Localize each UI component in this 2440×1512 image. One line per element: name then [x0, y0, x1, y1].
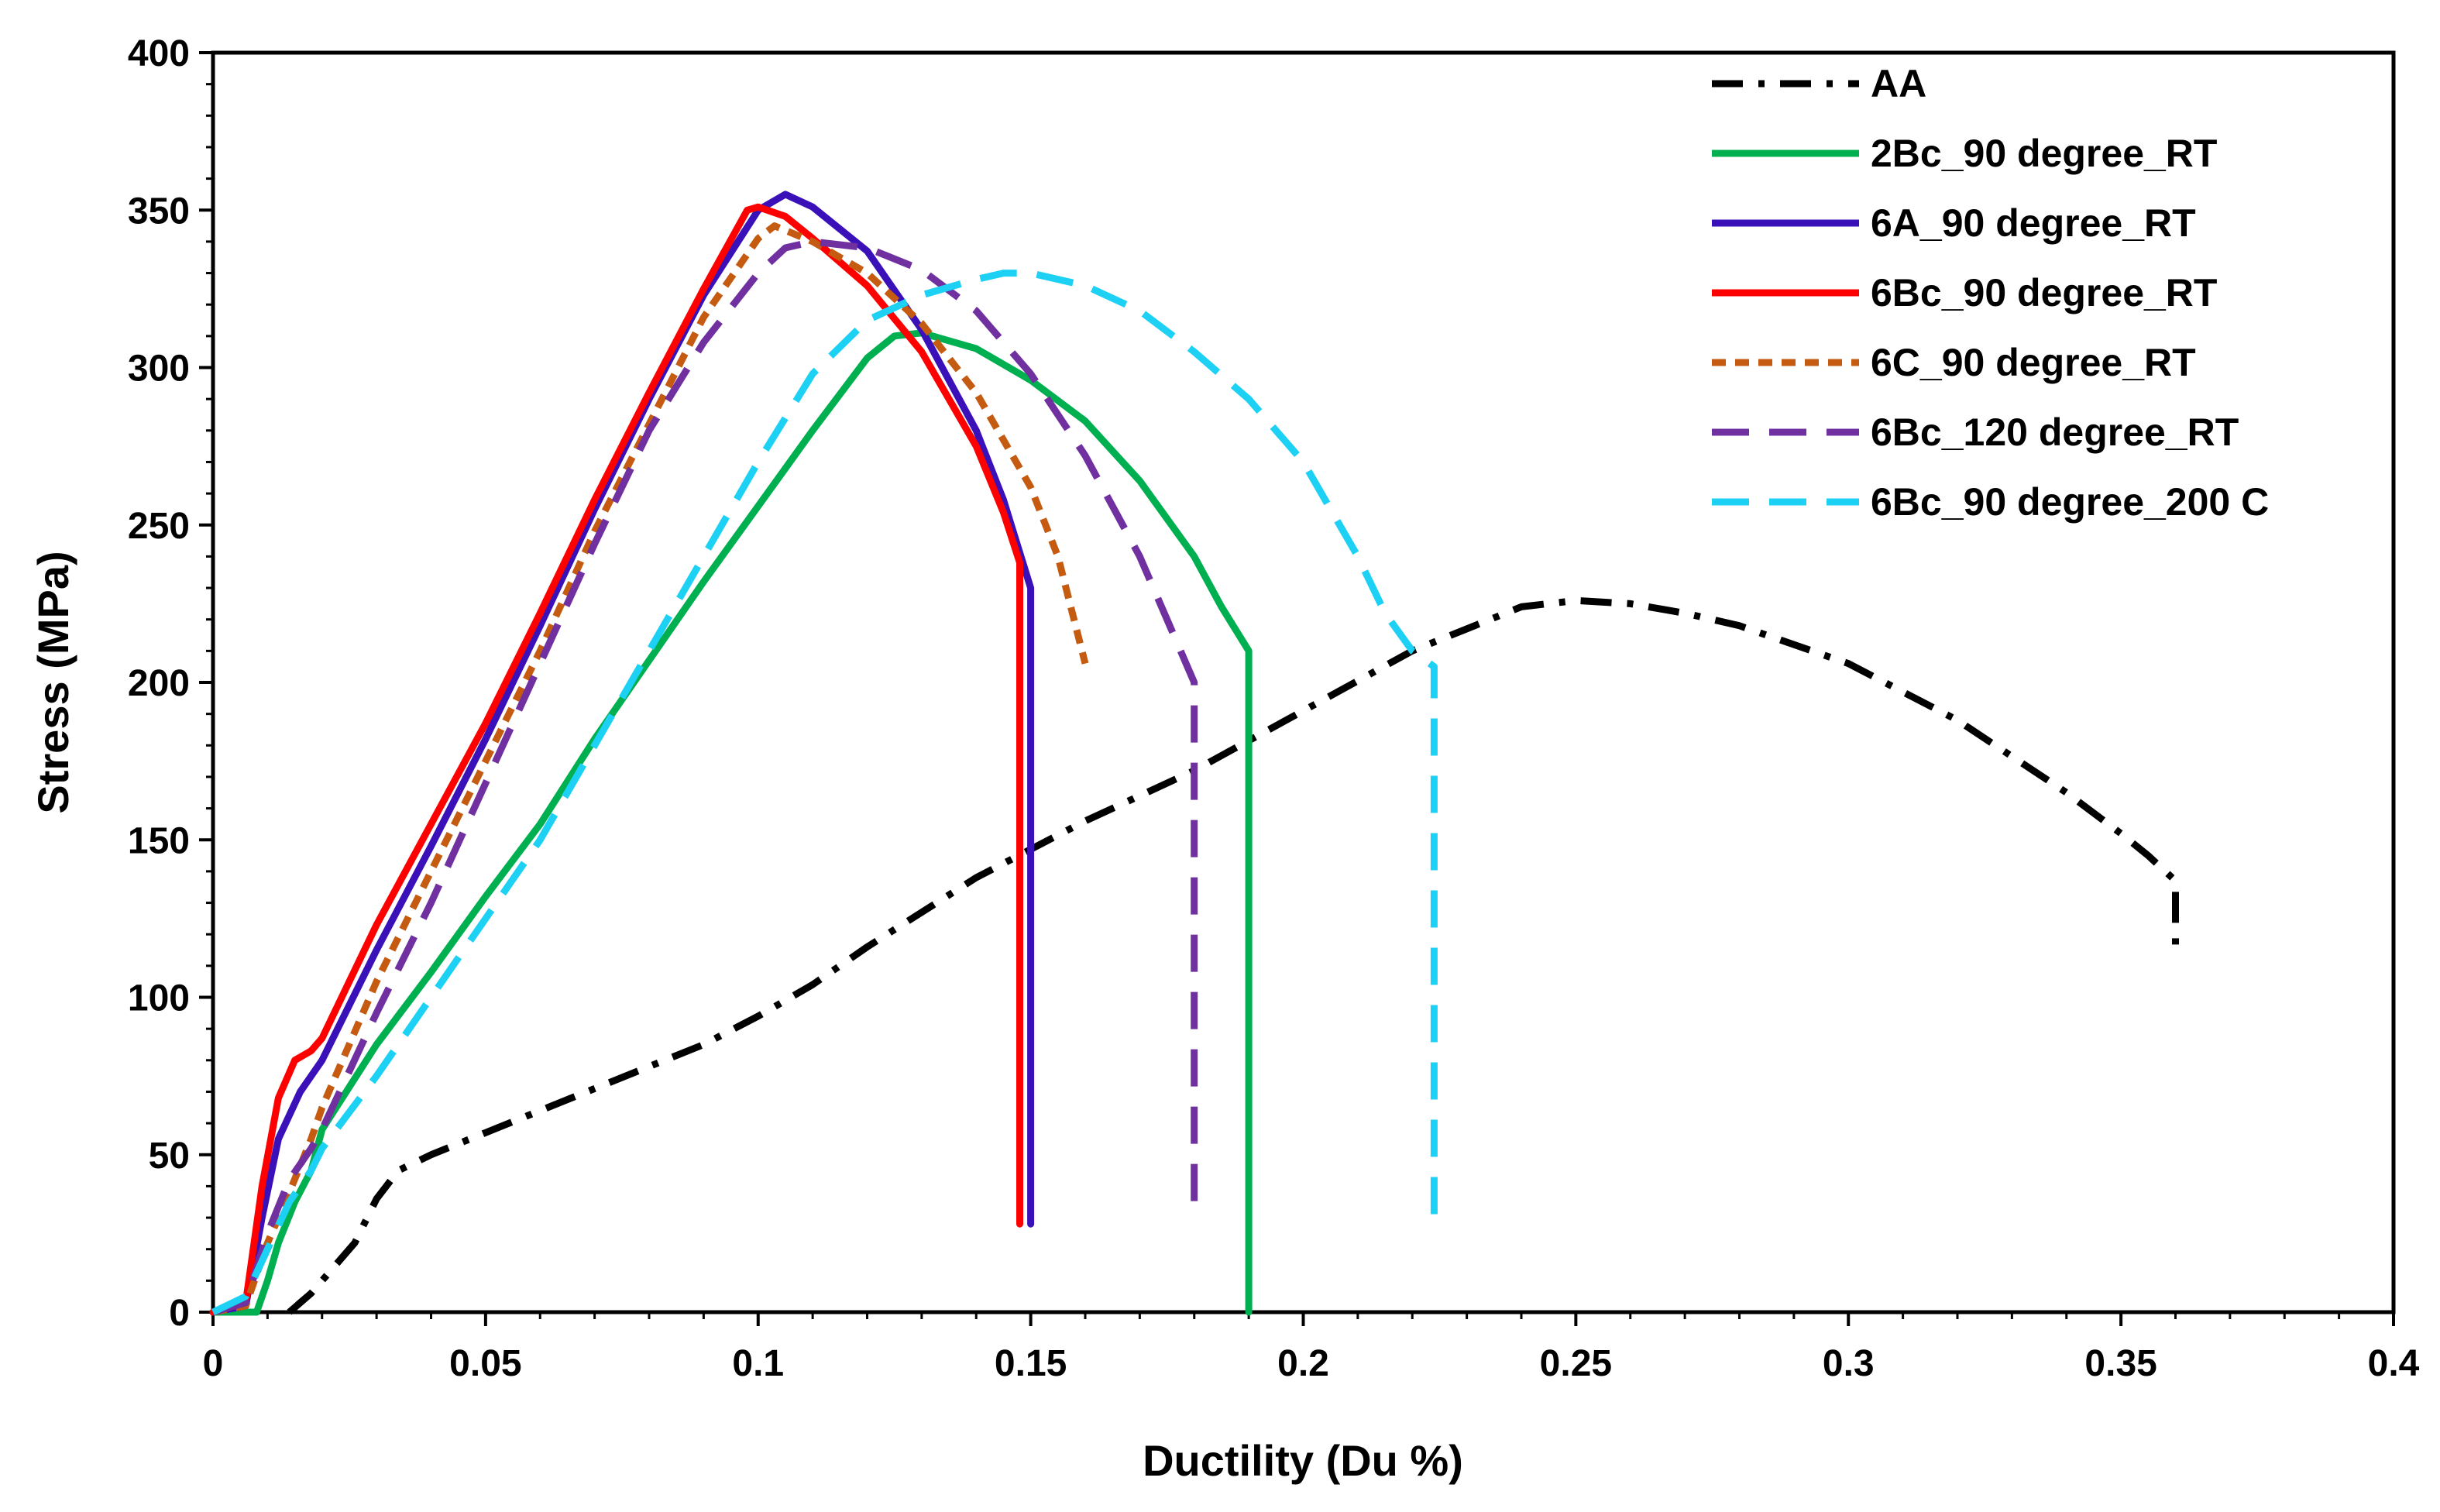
legend-label: 6Bc_90 degree_200 C	[1871, 480, 2269, 524]
series-line-6bc-120-degree-rt	[211, 238, 1198, 1316]
y-tick-label: 100	[128, 978, 190, 1019]
legend-label: 2Bc_90 degree_RT	[1871, 132, 2217, 175]
legend-label: 6Bc_120 degree_RT	[1871, 411, 2239, 454]
x-tick-label: 0.15	[995, 1343, 1067, 1384]
y-tick-label: 400	[128, 33, 190, 74]
x-tick-label: 0	[203, 1343, 224, 1384]
y-tick-label: 50	[149, 1136, 190, 1177]
series-layer	[209, 191, 2179, 1316]
x-axis-ticks: 0 0.05 0.1 0.15 0.2 0.25 0.3 0.35 0.4	[203, 1312, 2420, 1384]
legend-label: AA	[1871, 62, 1926, 105]
series-line-2bc-90-degree-rt	[209, 329, 1253, 1316]
series-line-6bc-90-degree-200-c	[211, 270, 1438, 1316]
x-tick-label: 0.05	[449, 1343, 521, 1384]
x-tick-label: 0.35	[2084, 1343, 2156, 1384]
legend-label: 6C_90 degree_RT	[1871, 341, 2196, 384]
y-tick-label: 200	[128, 663, 190, 704]
x-tick-label: 0.25	[1540, 1343, 1612, 1384]
y-tick-label: 0	[169, 1293, 190, 1334]
y-tick-label: 350	[128, 191, 190, 232]
legend: AA 2Bc_90 degree_RT 6A_90 degree_RT 6Bc_90 …	[1712, 62, 2269, 524]
x-axis-title: Ductility (Du %)	[1143, 1436, 1463, 1485]
y-axis-title: Stress (MPa)	[29, 551, 77, 813]
x-tick-label: 0.1	[732, 1343, 784, 1384]
x-tick-label: 0.2	[1277, 1343, 1329, 1384]
x-tick-label: 0.4	[2368, 1343, 2420, 1384]
y-tick-label: 150	[128, 820, 190, 861]
legend-label: 6Bc_90 degree_RT	[1871, 271, 2217, 314]
y-tick-label: 250	[128, 506, 190, 547]
series-line-6bc-90-degree-rt	[209, 203, 1023, 1316]
plot-area	[211, 50, 2396, 1314]
x-tick-label: 0.3	[1823, 1343, 1875, 1384]
y-axis-ticks: 0 50 100 150 200 250 300 350 400	[128, 33, 213, 1334]
y-tick-label: 300	[128, 349, 190, 390]
series-line-aa	[287, 596, 2179, 1315]
legend-label: 6A_90 degree_RT	[1871, 201, 2196, 245]
